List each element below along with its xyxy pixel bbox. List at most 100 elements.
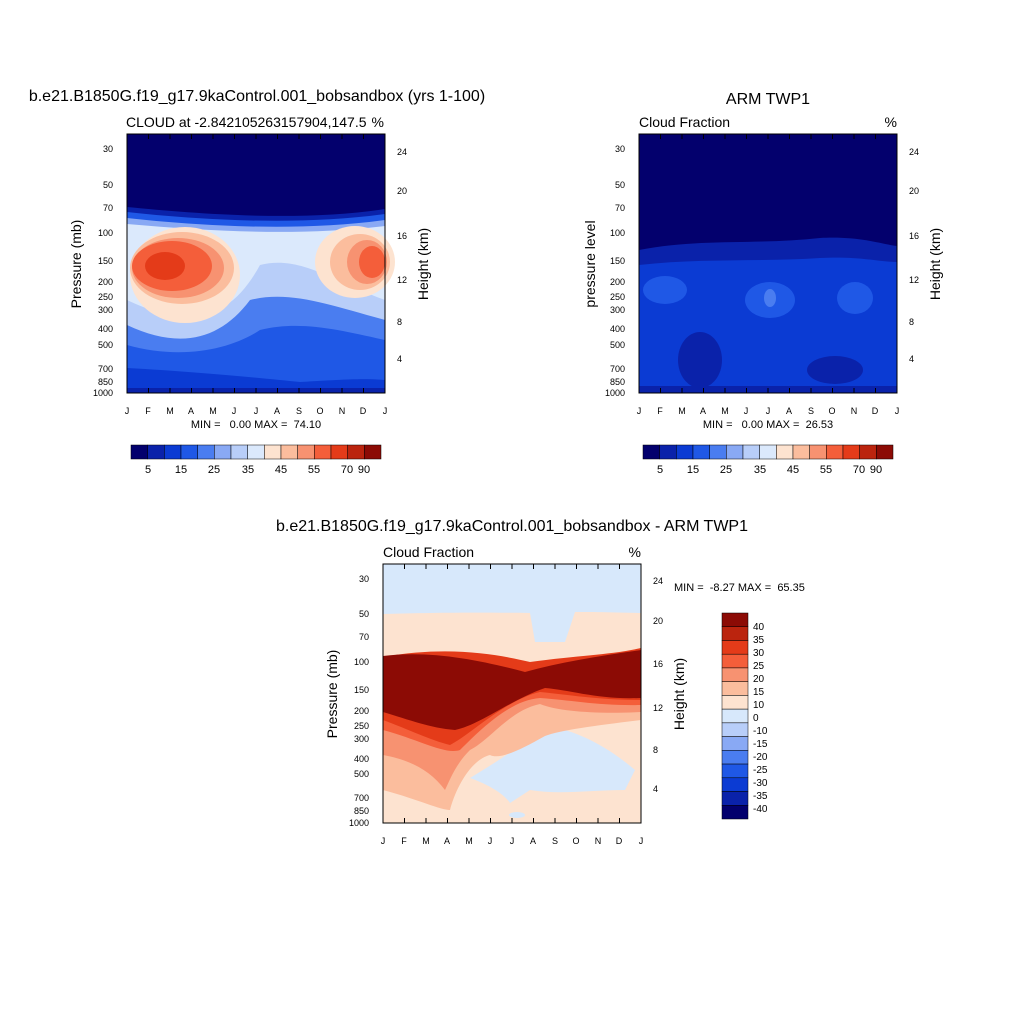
x-tick-label: J xyxy=(254,406,259,416)
colorbar-swatch xyxy=(776,444,794,460)
colorbar-label: 15 xyxy=(753,687,765,698)
y-right-tick-label: 4 xyxy=(397,354,402,364)
colorbar-swatch xyxy=(721,708,749,724)
model-lower-blue-4 xyxy=(127,368,385,393)
colorbar-label: 45 xyxy=(275,464,287,476)
y-tick-label: 850 xyxy=(610,377,625,387)
panel-arm-units: % xyxy=(885,114,897,130)
y-right-tick-label: 24 xyxy=(653,576,663,586)
arm-colorbar-labels: 5 15 25 35 45 55 70 90 xyxy=(657,464,882,476)
colorbar-swatch xyxy=(130,444,148,460)
y-tick-label: 700 xyxy=(610,364,625,374)
diff-lower-blue xyxy=(470,725,635,803)
arm-stats: MIN = 0.00 MAX = 26.53 xyxy=(703,419,833,431)
y-tick-label: 150 xyxy=(610,256,625,266)
x-tick-label: S xyxy=(296,406,302,416)
x-tick-label: F xyxy=(401,836,407,846)
x-tick-label: J xyxy=(381,836,386,846)
y-tick-label: 70 xyxy=(103,203,113,213)
model-ylabel: Pressure (mb) xyxy=(68,220,84,309)
diff-x-ticks: J F M A M J J A S O N D J xyxy=(381,836,644,846)
colorbar-swatch xyxy=(859,444,877,460)
colorbar-swatch xyxy=(180,444,198,460)
colorbar-label: 15 xyxy=(175,464,187,476)
diff-y-ticks: 30 50 70 100 150 200 250 300 400 500 700… xyxy=(349,574,369,828)
y-tick-label: 500 xyxy=(354,769,369,779)
arm-y-ticks: 30 50 70 100 150 200 250 300 400 500 700… xyxy=(605,144,625,398)
y-tick-label: 400 xyxy=(610,324,625,334)
x-tick-label: A xyxy=(786,406,792,416)
y-tick-label: 70 xyxy=(359,632,369,642)
panel-model-title: b.e21.B1850G.f19_g17.9kaControl.001_bobs… xyxy=(29,88,485,105)
diff-top-blue xyxy=(383,564,641,642)
arm-ylabel: pressure level xyxy=(582,220,598,307)
y-tick-label: 150 xyxy=(354,685,369,695)
y-tick-label: 150 xyxy=(98,256,113,266)
y-right-tick-label: 8 xyxy=(653,745,658,755)
colorbar-label: 25 xyxy=(208,464,220,476)
y-tick-label: 50 xyxy=(615,180,625,190)
panel-model-plot-area xyxy=(126,133,395,394)
colorbar-label: 35 xyxy=(754,464,766,476)
x-tick-label: J xyxy=(510,836,515,846)
colorbar-swatch xyxy=(792,444,810,460)
y-tick-label: 30 xyxy=(359,574,369,584)
x-tick-label: A xyxy=(274,406,280,416)
colorbar-swatch xyxy=(721,777,749,792)
colorbar-swatch xyxy=(642,444,660,460)
y-tick-label: 300 xyxy=(98,305,113,315)
y-tick-label: 30 xyxy=(103,144,113,154)
arm-colorbar xyxy=(642,444,894,460)
colorbar-label: 70 xyxy=(853,464,865,476)
x-tick-label: S xyxy=(808,406,814,416)
x-tick-label: N xyxy=(595,836,602,846)
y-tick-label: 700 xyxy=(354,793,369,803)
diff-small-blue xyxy=(509,812,525,818)
colorbar-label: 40 xyxy=(753,622,765,633)
colorbar-swatch xyxy=(676,444,694,460)
y-tick-label: 300 xyxy=(610,305,625,315)
y-right-tick-label: 12 xyxy=(397,275,407,285)
panel-arm-title: ARM TWP1 xyxy=(726,91,810,108)
y-tick-label: 500 xyxy=(610,340,625,350)
panel-diff-title: b.e21.B1850G.f19_g17.9kaControl.001_bobs… xyxy=(276,518,748,535)
y-tick-label: 250 xyxy=(98,292,113,302)
colorbar-swatch xyxy=(721,750,749,765)
colorbar-swatch xyxy=(364,444,382,460)
colorbar-swatch xyxy=(826,444,844,460)
colorbar-label: 55 xyxy=(308,464,320,476)
x-tick-label: O xyxy=(316,406,323,416)
y-tick-label: 200 xyxy=(354,706,369,716)
y-tick-label: 700 xyxy=(98,364,113,374)
colorbar-label: 5 xyxy=(145,464,151,476)
panel-arm-plot-area xyxy=(638,133,898,394)
arm-y-right-ticks: 24 20 16 12 8 4 xyxy=(909,147,919,364)
colorbar-swatch xyxy=(297,444,315,460)
x-tick-label: O xyxy=(572,836,579,846)
colorbar-swatch xyxy=(721,612,749,627)
y-tick-label: 250 xyxy=(610,292,625,302)
x-tick-label: M xyxy=(465,836,473,846)
panel-diff-plot-area xyxy=(382,563,642,824)
arm-x-ticks: J F M A M J J A S O N D J xyxy=(637,406,900,416)
colorbar-swatch xyxy=(347,444,365,460)
colorbar-label: -20 xyxy=(753,752,768,763)
colorbar-swatch xyxy=(721,626,749,641)
model-y-ticks: 30 50 70 100 150 200 250 300 400 500 700… xyxy=(93,144,113,398)
x-tick-label: J xyxy=(637,406,642,416)
y-tick-label: 400 xyxy=(354,754,369,764)
colorbar-swatch xyxy=(809,444,827,460)
panel-diff: b.e21.B1850G.f19_g17.9kaControl.001_bobs… xyxy=(276,518,805,846)
colorbar-label: 70 xyxy=(341,464,353,476)
colorbar-swatch xyxy=(314,444,332,460)
colorbar-swatch xyxy=(726,444,744,460)
panel-diff-subtitle: Cloud Fraction xyxy=(383,544,474,560)
x-tick-label: F xyxy=(145,406,151,416)
colorbar-swatch xyxy=(164,444,182,460)
colorbar-swatch xyxy=(659,444,677,460)
y-right-tick-label: 16 xyxy=(653,659,663,669)
y-right-tick-label: 8 xyxy=(909,317,914,327)
y-tick-label: 50 xyxy=(103,180,113,190)
y-tick-label: 50 xyxy=(359,609,369,619)
colorbar-label: 35 xyxy=(753,635,765,646)
